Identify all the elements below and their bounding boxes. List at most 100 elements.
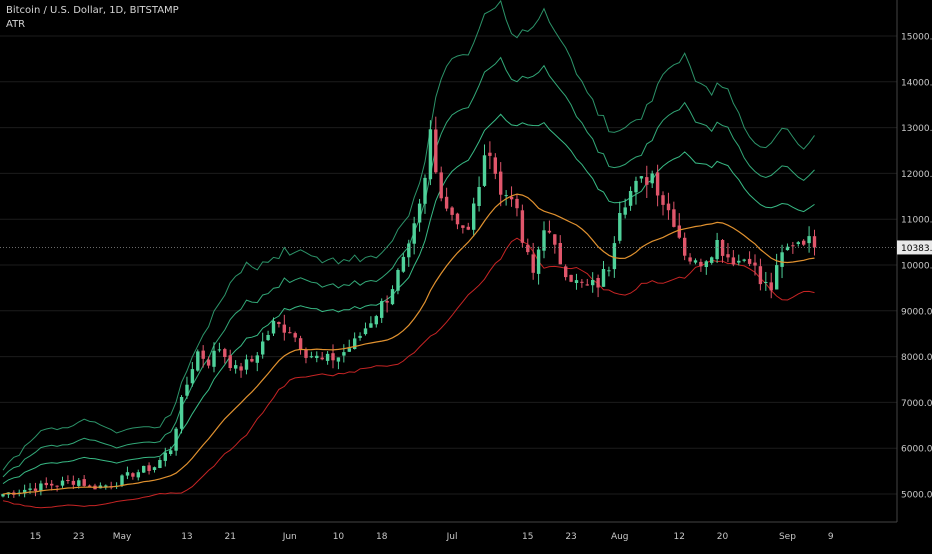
candle-body[interactable] bbox=[769, 282, 773, 291]
candle-body[interactable] bbox=[174, 428, 178, 451]
candle-body[interactable] bbox=[196, 351, 200, 371]
candle-body[interactable] bbox=[104, 485, 108, 487]
candle-body[interactable] bbox=[55, 485, 59, 487]
candle-body[interactable] bbox=[515, 198, 519, 209]
candle-body[interactable] bbox=[298, 338, 303, 350]
candle-body[interactable] bbox=[293, 333, 297, 338]
candle-body[interactable] bbox=[683, 237, 687, 256]
candle-body[interactable] bbox=[558, 243, 562, 265]
candle-body[interactable] bbox=[255, 355, 259, 363]
candle-body[interactable] bbox=[163, 452, 167, 461]
candle-body[interactable] bbox=[390, 289, 395, 305]
candle-body[interactable] bbox=[277, 322, 281, 324]
candle-body[interactable] bbox=[125, 472, 130, 476]
candle-body[interactable] bbox=[158, 460, 162, 468]
candle-body[interactable] bbox=[39, 483, 43, 492]
candle-body[interactable] bbox=[715, 240, 719, 260]
candle-body[interactable] bbox=[190, 369, 195, 384]
candle-body[interactable] bbox=[488, 152, 492, 156]
candle-body[interactable] bbox=[147, 465, 151, 471]
candle-body[interactable] bbox=[201, 350, 205, 359]
candle-body[interactable] bbox=[807, 236, 811, 244]
candle-body[interactable] bbox=[1, 494, 5, 497]
candle-body[interactable] bbox=[542, 230, 546, 251]
candle-body[interactable] bbox=[569, 274, 573, 282]
candle-body[interactable] bbox=[239, 366, 243, 371]
candle-body[interactable] bbox=[266, 335, 270, 341]
candle-body[interactable] bbox=[450, 207, 454, 215]
candle-body[interactable] bbox=[710, 257, 714, 263]
candle-body[interactable] bbox=[601, 269, 606, 287]
candle-body[interactable] bbox=[553, 234, 557, 245]
candle-body[interactable] bbox=[618, 213, 622, 241]
candle-body[interactable] bbox=[639, 176, 644, 179]
candle-body[interactable] bbox=[796, 242, 800, 244]
candle-body[interactable] bbox=[412, 223, 416, 244]
candle-body[interactable] bbox=[228, 355, 232, 368]
candle-body[interactable] bbox=[428, 129, 433, 180]
candle-body[interactable] bbox=[531, 254, 535, 273]
candle-body[interactable] bbox=[472, 203, 476, 230]
candle-body[interactable] bbox=[628, 191, 633, 206]
candle-body[interactable] bbox=[50, 483, 54, 486]
candle-body[interactable] bbox=[347, 348, 351, 352]
candle-body[interactable] bbox=[742, 259, 746, 261]
candle-body[interactable] bbox=[607, 270, 611, 272]
candle-body[interactable] bbox=[358, 335, 362, 338]
candle-body[interactable] bbox=[179, 397, 184, 429]
candle-body[interactable] bbox=[655, 172, 660, 196]
candle-body[interactable] bbox=[439, 172, 443, 199]
candle-body[interactable] bbox=[775, 265, 779, 290]
candle-body[interactable] bbox=[812, 236, 817, 248]
candle-body[interactable] bbox=[120, 475, 124, 485]
candle-body[interactable] bbox=[212, 350, 216, 367]
candle-body[interactable] bbox=[77, 480, 81, 486]
candle-body[interactable] bbox=[369, 323, 373, 328]
candle-body[interactable] bbox=[152, 467, 157, 470]
candle-body[interactable] bbox=[704, 261, 708, 267]
candle-body[interactable] bbox=[325, 353, 330, 361]
candle-body[interactable] bbox=[672, 209, 676, 227]
candle-body[interactable] bbox=[720, 240, 725, 256]
candle-body[interactable] bbox=[374, 316, 378, 325]
candle-body[interactable] bbox=[482, 155, 487, 186]
candle-body[interactable] bbox=[455, 213, 460, 225]
candle-body[interactable] bbox=[234, 365, 238, 369]
candle-body[interactable] bbox=[666, 203, 671, 211]
candle-body[interactable] bbox=[271, 320, 276, 334]
candle-body[interactable] bbox=[320, 357, 324, 360]
candle-body[interactable] bbox=[726, 254, 730, 258]
candle-body[interactable] bbox=[504, 195, 508, 197]
candle-body[interactable] bbox=[385, 301, 389, 303]
candle-body[interactable] bbox=[650, 173, 654, 184]
candle-body[interactable] bbox=[596, 278, 600, 288]
candle-body[interactable] bbox=[753, 262, 757, 266]
candle-body[interactable] bbox=[699, 261, 703, 267]
candle-body[interactable] bbox=[28, 488, 32, 490]
candle-body[interactable] bbox=[407, 243, 411, 258]
candle-body[interactable] bbox=[434, 129, 438, 173]
candle-body[interactable] bbox=[169, 450, 173, 454]
candle-body[interactable] bbox=[461, 225, 465, 228]
candle-body[interactable] bbox=[802, 240, 806, 245]
candle-body[interactable] bbox=[282, 324, 286, 333]
candle-body[interactable] bbox=[785, 246, 790, 251]
candle-body[interactable] bbox=[591, 280, 595, 286]
candle-body[interactable] bbox=[60, 480, 65, 486]
candle-body[interactable] bbox=[791, 245, 795, 247]
candle-body[interactable] bbox=[585, 284, 589, 286]
candle-body[interactable] bbox=[574, 280, 579, 283]
candle-body[interactable] bbox=[87, 485, 92, 487]
candle-body[interactable] bbox=[661, 195, 665, 205]
candle-body[interactable] bbox=[536, 249, 541, 274]
candle-body[interactable] bbox=[564, 266, 568, 278]
candle-body[interactable] bbox=[342, 352, 346, 356]
candle-body[interactable] bbox=[623, 207, 627, 215]
candle-body[interactable] bbox=[417, 203, 422, 223]
candle-body[interactable] bbox=[66, 480, 70, 481]
candle-body[interactable] bbox=[580, 281, 584, 283]
candle-body[interactable] bbox=[304, 349, 308, 358]
candle-body[interactable] bbox=[217, 349, 222, 351]
candle-body[interactable] bbox=[520, 210, 525, 243]
candle-body[interactable] bbox=[737, 260, 741, 263]
